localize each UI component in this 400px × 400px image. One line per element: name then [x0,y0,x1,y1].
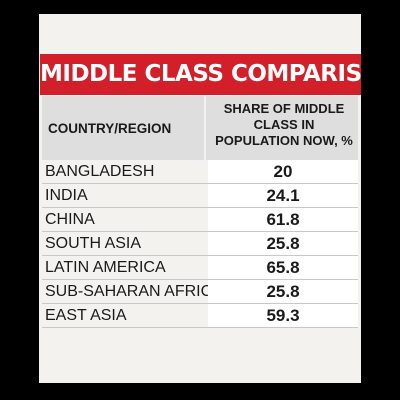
table-row: INDIA 24.1 [42,184,358,208]
region-cell: BANGLADESH [45,163,155,180]
region-cell: CHINA [45,211,95,228]
share-value-cell: 25.8 [208,280,358,303]
header-divider [204,96,206,160]
table-header: COUNTRY/REGION SHARE OF MIDDLE CLASS IN … [42,96,358,160]
table-title: MIDDLE CLASS COMPARISONS [40,54,361,95]
share-value-cell: 65.8 [208,256,358,279]
column-header-share: SHARE OF MIDDLE CLASS IN POPULATION NOW,… [210,101,358,149]
table-row: SOUTH ASIA 25.8 [42,232,358,256]
column-header-share-line-3: POPULATION NOW, % [215,133,353,148]
region-cell: SOUTH ASIA [45,235,142,252]
column-header-share-line-2: CLASS IN [253,117,315,132]
table-row: BANGLADESH 20 [42,160,358,184]
share-value-cell: 24.1 [208,184,358,207]
share-value-cell: 61.8 [208,208,358,231]
table-row: SUB-SAHARAN AFRICA 25.8 [42,280,358,304]
column-header-share-line-1: SHARE OF MIDDLE [223,101,345,116]
share-value-cell: 25.8 [208,232,358,255]
region-cell: LATIN AMERICA [45,259,166,276]
table-body: BANGLADESH 20 INDIA 24.1 CHINA 61.8 SOUT… [42,160,358,328]
region-cell: SUB-SAHARAN AFRICA [45,283,223,300]
share-value-cell: 59.3 [208,304,358,327]
table-row: CHINA 61.8 [42,208,358,232]
table-row: LATIN AMERICA 65.8 [42,256,358,280]
region-cell: INDIA [45,187,88,204]
share-value-cell: 20 [208,160,358,183]
column-header-region: COUNTRY/REGION [48,120,172,136]
region-cell: EAST ASIA [45,307,127,324]
infographic-card: MIDDLE CLASS COMPARISONS COUNTRY/REGION … [39,14,361,383]
table-row: EAST ASIA 59.3 [42,304,358,328]
